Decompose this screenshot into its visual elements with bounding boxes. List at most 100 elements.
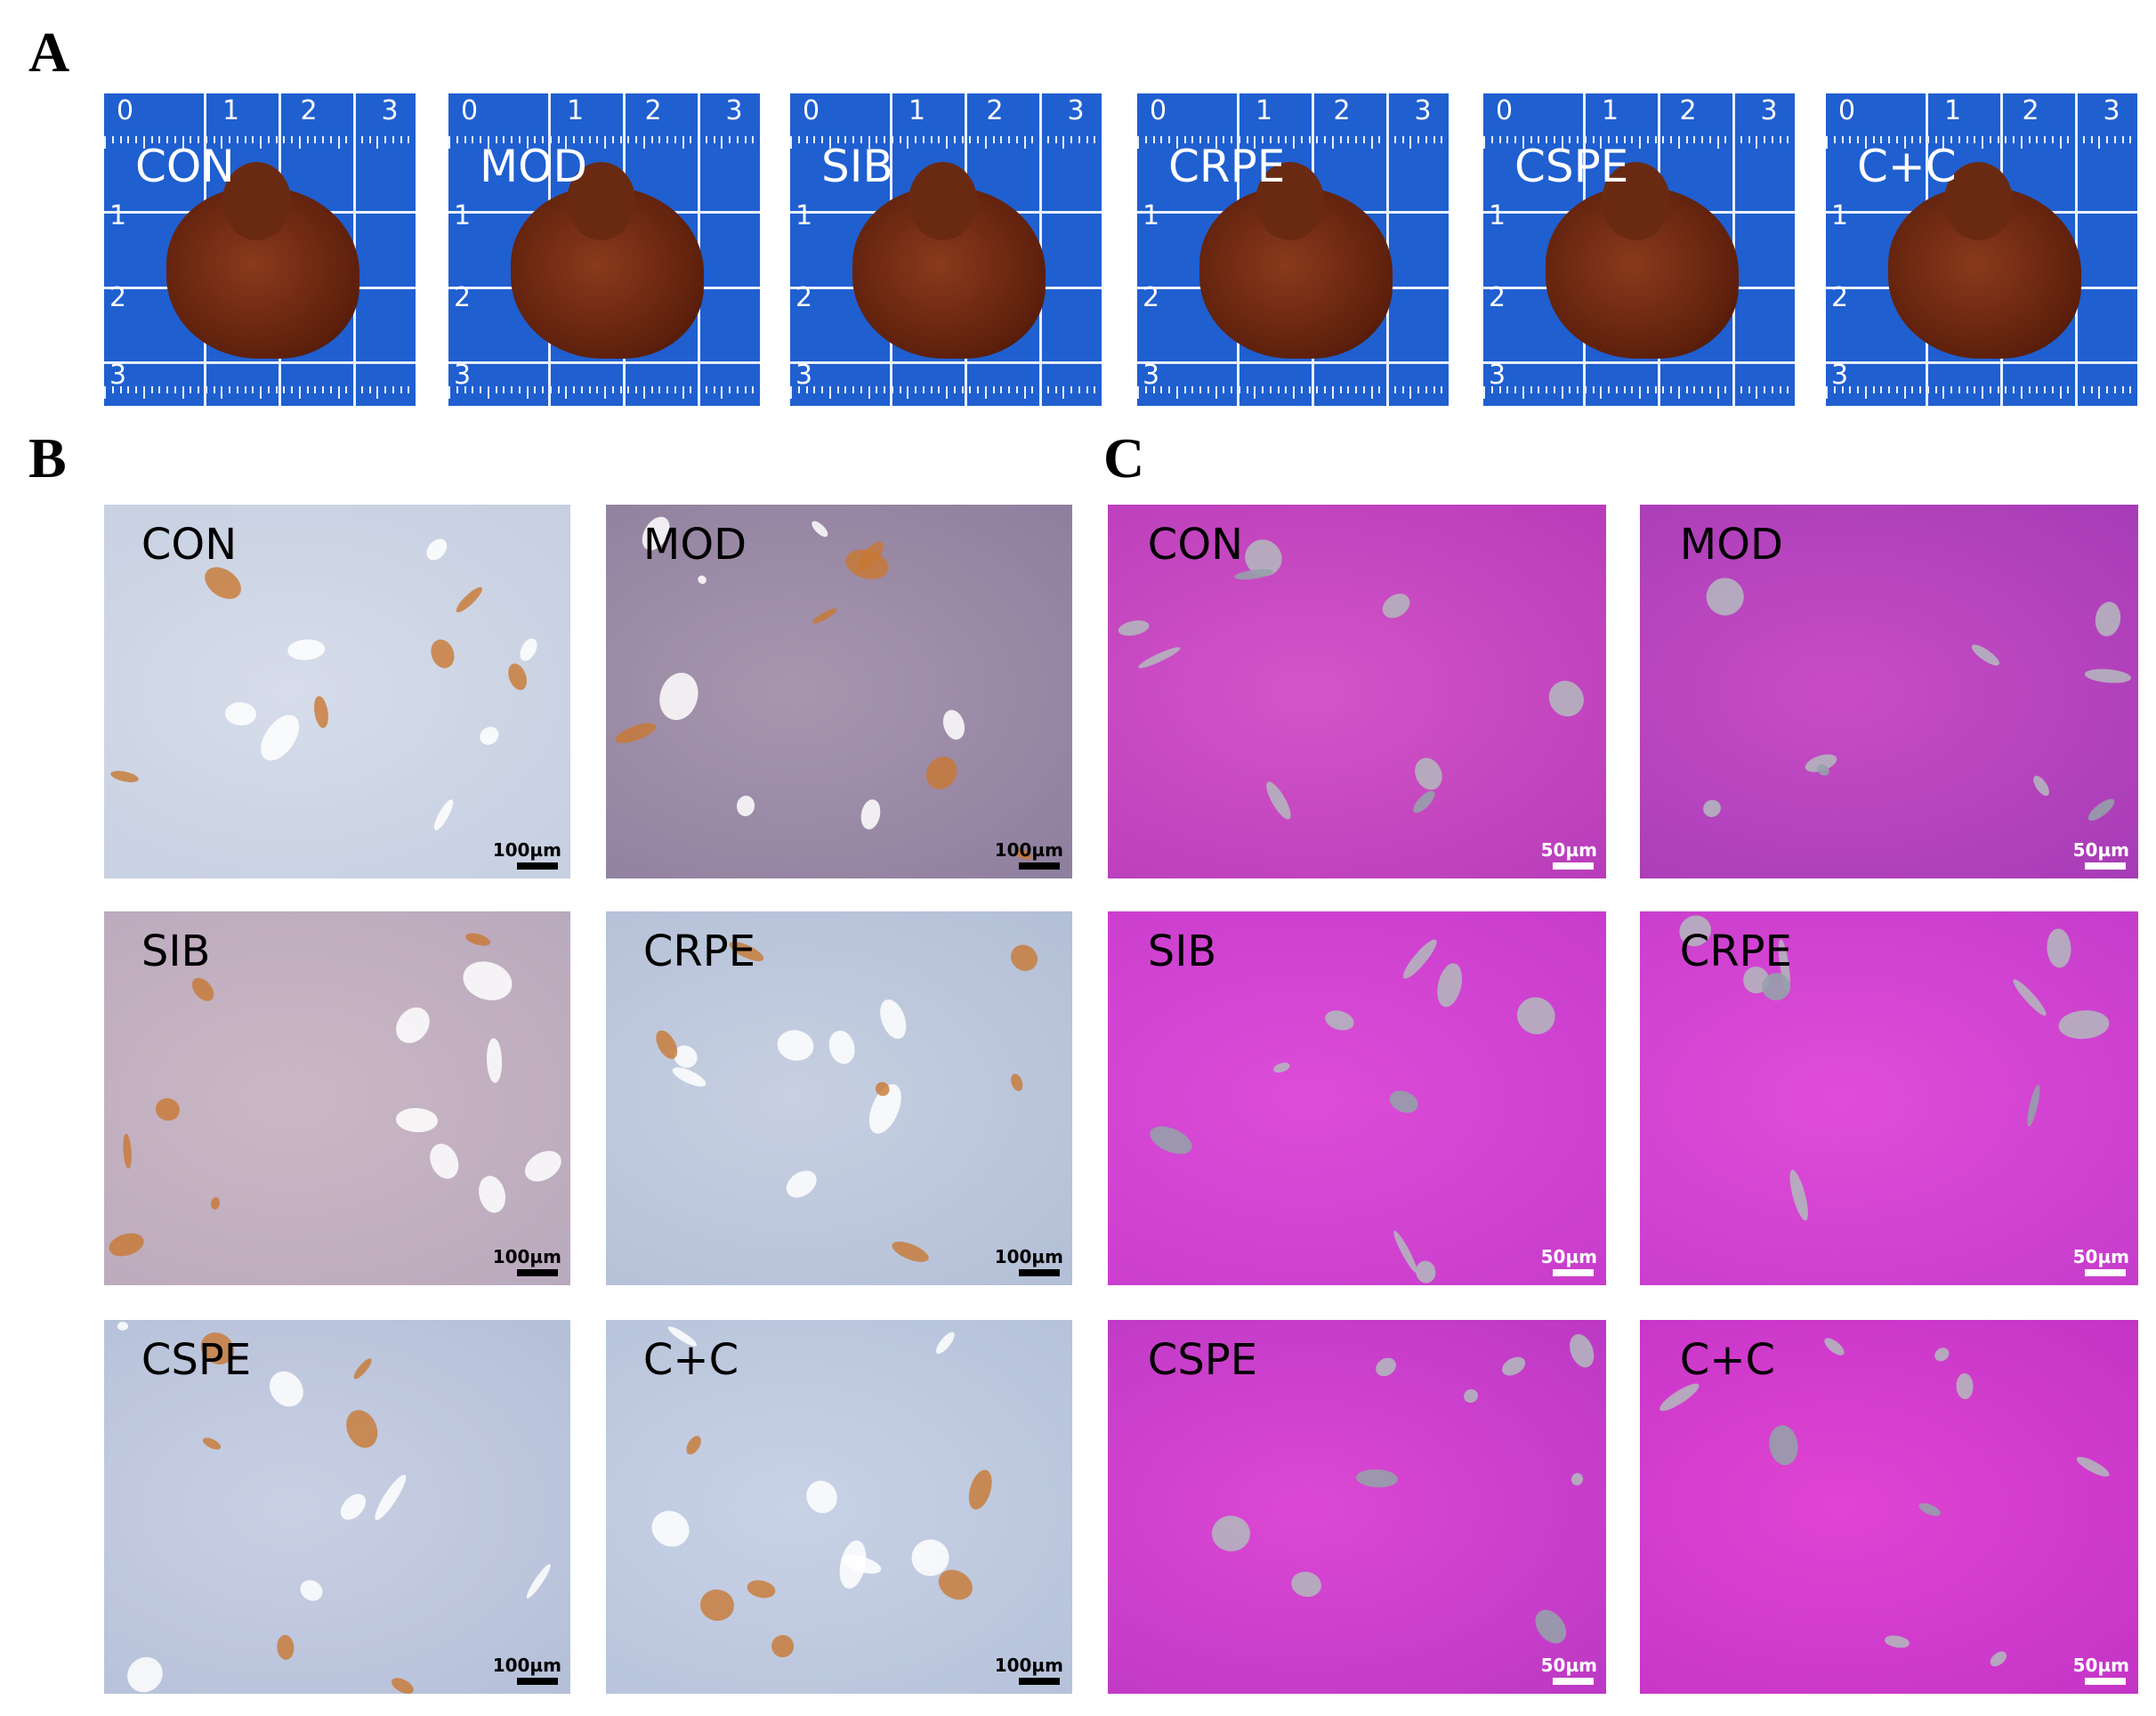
tissue-spot (1117, 618, 1151, 639)
ruler-tick (674, 386, 676, 393)
ruler-tick (1857, 136, 1859, 143)
tissue-spot (475, 723, 502, 749)
tissue-spot (809, 518, 830, 539)
ruler-tick (1160, 136, 1163, 143)
tissue-spot (696, 574, 709, 587)
ruler-tick (1316, 136, 1319, 143)
ruler-tick (1023, 136, 1026, 149)
tissue-spot (152, 1095, 183, 1124)
tissue-spot (736, 794, 756, 818)
ruler-number: 0 (1496, 95, 1514, 126)
ruler-tick (876, 386, 878, 393)
ruler-tick (400, 386, 402, 393)
tissue-spot (430, 797, 456, 833)
ruler-tick (682, 136, 684, 149)
tissue-spot (224, 700, 258, 727)
ruler-tick (1732, 136, 1734, 143)
ruler-tick (1246, 136, 1248, 143)
ruler-tick (1701, 386, 1703, 393)
ruler-tick (984, 386, 987, 399)
ruler-tick (456, 136, 458, 143)
ruler-tick (408, 386, 410, 393)
ruler-tick (1974, 136, 1976, 143)
ruler-number: 2 (644, 95, 662, 126)
ruler-tick (705, 386, 707, 393)
scale-bar-text: 50µm (2072, 839, 2129, 861)
ruler-tick (267, 136, 270, 143)
ruler-tick (174, 136, 176, 143)
ruler-tick (899, 386, 901, 393)
ruler-tick (456, 386, 458, 393)
ruler-tick (1708, 136, 1711, 143)
ruler-tick (713, 136, 715, 143)
ruler-tick (526, 386, 529, 399)
ruler-tick (345, 136, 348, 143)
ruler-tick (1386, 386, 1388, 393)
ruler-tick (1888, 386, 1890, 393)
ruler-tick (2059, 386, 2062, 399)
ruler-number: 2 (454, 281, 472, 313)
tissue-spot (1136, 644, 1183, 672)
tissue-spot (341, 1404, 384, 1453)
ruler-tick (2036, 386, 2039, 393)
ruler-tick (1716, 386, 1719, 399)
ruler-tick (236, 386, 238, 393)
ruler-tick (1756, 136, 1758, 149)
ruler-tick (104, 136, 106, 149)
ruler-tick (1199, 386, 1201, 393)
ruler-tick (1370, 386, 1373, 399)
liver-lobe (908, 162, 977, 240)
tissue-spot (1987, 1647, 2010, 1670)
ruler-tick (984, 136, 987, 149)
ruler-tick (790, 136, 792, 149)
ruler-tick (619, 386, 622, 393)
micrograph: CRPE 50µm (1640, 910, 2138, 1285)
ruler-tick (1546, 136, 1547, 143)
tissue-spot (1008, 1072, 1025, 1093)
tissue-spot (1969, 641, 2003, 669)
ruler-tick (915, 386, 917, 393)
ruler-number: 1 (1256, 95, 1273, 126)
ruler-tick (1039, 136, 1041, 143)
liver-photo: 0 1 2 3 1 2 3 C+C (1826, 93, 2137, 406)
ruler-tick (698, 136, 699, 143)
tissue-spot (682, 1433, 705, 1458)
ruler-tick (213, 136, 215, 143)
ruler-tick (229, 136, 230, 143)
ruler-tick (1483, 386, 1485, 399)
ruler-tick (503, 136, 505, 143)
ruler-tick (260, 386, 262, 399)
ruler-tick (1254, 136, 1256, 149)
ruler-tick (518, 136, 521, 143)
ruler-tick (1183, 136, 1186, 143)
ruler-tick (2090, 386, 2093, 393)
ruler-tick (1600, 386, 1603, 399)
group-label: MOD (480, 140, 587, 192)
ruler-tick (464, 386, 466, 393)
ruler-tick (729, 386, 731, 393)
ruler-tick (1646, 136, 1649, 143)
ruler-tick (565, 136, 568, 149)
ruler-tick (1277, 136, 1280, 143)
ruler-tick (448, 386, 450, 399)
ruler-number: 3 (1489, 360, 1506, 392)
ruler-tick (690, 386, 692, 393)
tissue-spot (1529, 1603, 1573, 1649)
tissue-spot (2046, 927, 2072, 968)
tissue-spot (389, 1674, 416, 1697)
ruler-tick (1764, 136, 1765, 143)
ruler-tick (2051, 136, 2054, 143)
ruler-tick (1254, 386, 1256, 399)
ruler-tick (1498, 386, 1501, 393)
ruler-tick (1262, 386, 1264, 393)
ruler-tick (1331, 136, 1334, 149)
ruler-tick (2013, 136, 2015, 143)
ruler-tick (1152, 386, 1155, 393)
ruler-number: 3 (725, 95, 743, 126)
ruler-tick (1608, 386, 1610, 393)
ruler-tick (298, 136, 301, 149)
ruler-tick (472, 136, 474, 143)
ruler-tick (604, 136, 606, 149)
tissue-spot (768, 1631, 797, 1661)
